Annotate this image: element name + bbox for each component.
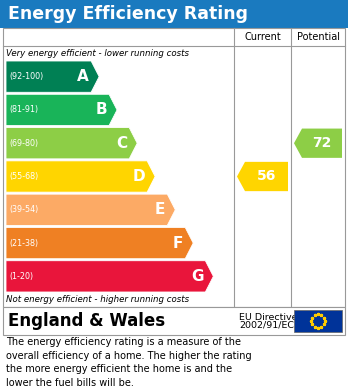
Text: F: F [173, 235, 183, 251]
Polygon shape [6, 61, 99, 92]
Text: 56: 56 [257, 170, 276, 183]
Text: (39-54): (39-54) [9, 205, 38, 214]
Polygon shape [294, 129, 342, 158]
Polygon shape [6, 94, 117, 126]
Bar [294, 310, 342, 332]
Text: (1-20): (1-20) [9, 272, 33, 281]
Text: (81-91): (81-91) [9, 106, 38, 115]
Text: (92-100): (92-100) [9, 72, 43, 81]
Polygon shape [6, 161, 155, 192]
Text: Energy Efficiency Rating: Energy Efficiency Rating [8, 5, 248, 23]
Text: E: E [155, 202, 165, 217]
Text: The energy efficiency rating is a measure of the
overall efficiency of a home. T: The energy efficiency rating is a measur… [6, 337, 252, 388]
Text: England & Wales: England & Wales [8, 312, 165, 330]
Text: D: D [133, 169, 145, 184]
Text: A: A [77, 69, 89, 84]
Text: EU Directive: EU Directive [239, 312, 298, 321]
Polygon shape [6, 261, 213, 292]
Text: Current: Current [244, 32, 281, 42]
Text: 2002/91/EC: 2002/91/EC [239, 321, 294, 330]
Bar [0, 0, 348, 28]
Text: C: C [116, 136, 127, 151]
Text: (69-80): (69-80) [9, 139, 38, 148]
Text: (55-68): (55-68) [9, 172, 38, 181]
Text: Potential: Potential [296, 32, 340, 42]
Text: G: G [191, 269, 203, 284]
Polygon shape [6, 228, 193, 259]
Text: 72: 72 [312, 136, 332, 150]
Polygon shape [237, 162, 288, 191]
Text: B: B [95, 102, 107, 117]
Text: Not energy efficient - higher running costs: Not energy efficient - higher running co… [6, 296, 189, 305]
Bar [3, 307, 345, 335]
Text: (21-38): (21-38) [9, 239, 38, 248]
Polygon shape [6, 194, 175, 226]
Polygon shape [6, 127, 137, 159]
Bar [3, 28, 345, 307]
Text: Very energy efficient - lower running costs: Very energy efficient - lower running co… [6, 48, 189, 57]
